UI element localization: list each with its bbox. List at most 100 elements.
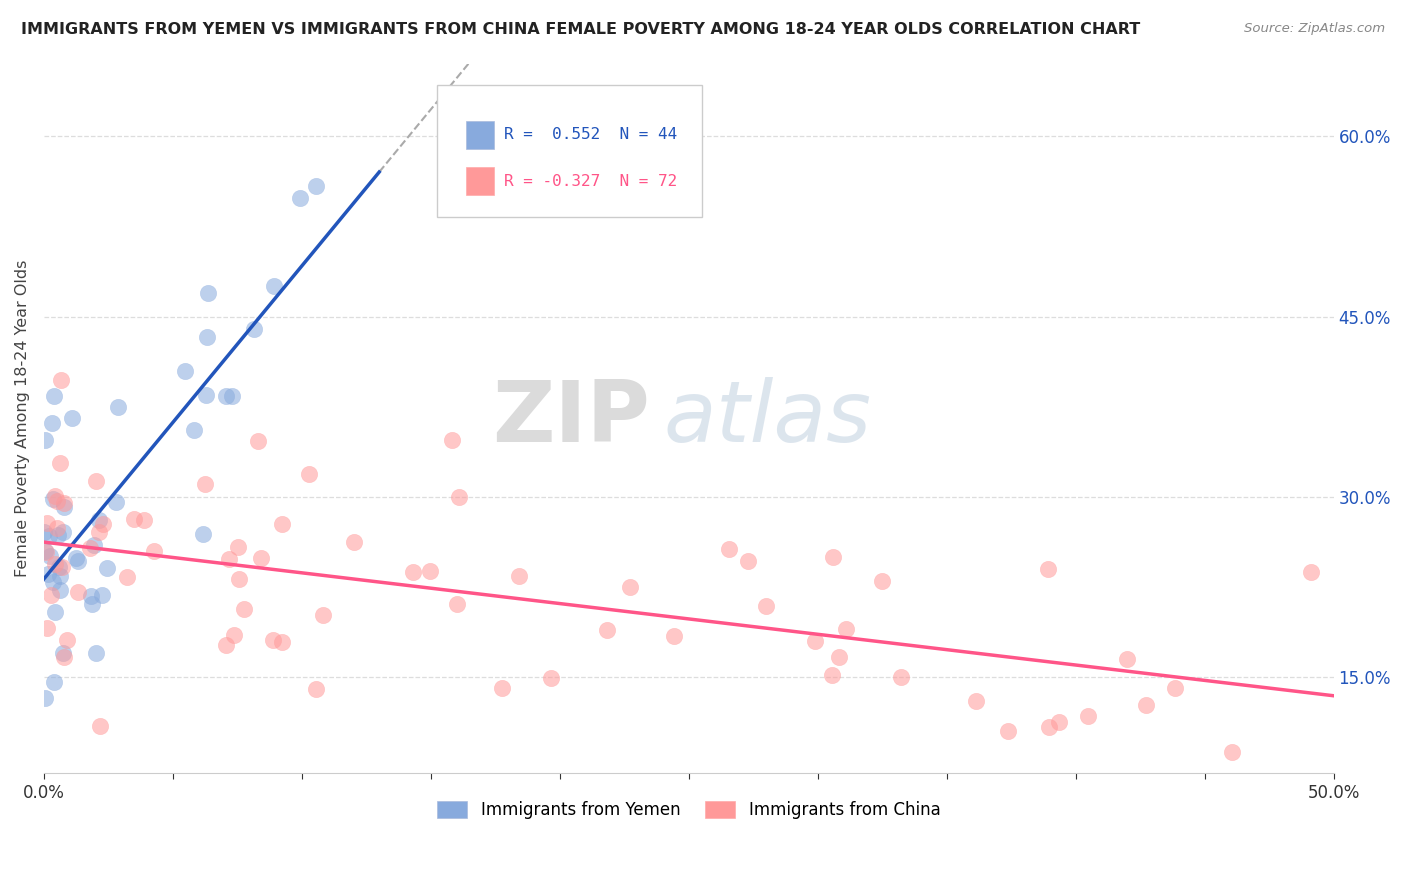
Point: [44, 489, 66, 503]
Point: [34, 690, 56, 705]
Point: [193, 527, 215, 541]
Point: [224, 628, 246, 642]
Y-axis label: Female Poverty Among 18-24 Year Olds: Female Poverty Among 18-24 Year Olds: [15, 260, 30, 577]
Text: Source: ZipAtlas.com: Source: ZipAtlas.com: [1244, 22, 1385, 36]
Point: [52, 649, 75, 664]
Point: [270, 516, 292, 531]
Text: R =  0.552  N = 44: R = 0.552 N = 44: [505, 128, 678, 143]
Point: [446, 597, 468, 611]
Point: [288, 191, 311, 205]
Point: [37, 567, 59, 582]
Point: [84, 647, 107, 661]
Point: [195, 388, 218, 402]
Point: [803, 634, 825, 648]
Point: [42, 492, 65, 507]
Point: [870, 574, 893, 589]
Point: [271, 635, 294, 649]
Point: [52, 524, 75, 539]
Point: [107, 400, 129, 414]
Point: [662, 629, 685, 643]
Point: [312, 608, 335, 623]
Point: [232, 601, 254, 615]
Point: [228, 572, 250, 586]
Text: IMMIGRANTS FROM YEMEN VS IMMIGRANTS FROM CHINA FEMALE POVERTY AMONG 18-24 YEAR O: IMMIGRANTS FROM YEMEN VS IMMIGRANTS FROM…: [21, 22, 1140, 37]
Point: [84, 474, 107, 488]
Point: [46, 528, 69, 542]
Point: [174, 364, 197, 378]
Point: [44, 557, 66, 571]
Point: [87, 524, 110, 539]
Point: [1222, 745, 1244, 759]
Point: [619, 580, 641, 594]
Point: [221, 389, 243, 403]
Point: [96, 561, 118, 575]
Point: [997, 724, 1019, 739]
Point: [1299, 566, 1322, 580]
Point: [34, 525, 56, 540]
Point: [965, 693, 987, 707]
Point: [34, 543, 56, 558]
Point: [82, 598, 104, 612]
Point: [53, 500, 76, 515]
Point: [1116, 651, 1139, 665]
Legend: Immigrants from Yemen, Immigrants from China: Immigrants from Yemen, Immigrants from C…: [430, 794, 948, 825]
Point: [1135, 698, 1157, 712]
Point: [49, 582, 72, 597]
Point: [42, 574, 65, 589]
Point: [197, 285, 219, 300]
Point: [49, 569, 72, 583]
Point: [402, 565, 425, 579]
Point: [48, 559, 70, 574]
Point: [447, 490, 470, 504]
Text: atlas: atlas: [664, 377, 870, 460]
Point: [1038, 720, 1060, 734]
Point: [56, 633, 79, 648]
Point: [51, 560, 73, 574]
Point: [46, 521, 69, 535]
Point: [122, 511, 145, 525]
Point: [143, 544, 166, 558]
Point: [298, 467, 321, 481]
Point: [755, 599, 778, 613]
Point: [80, 590, 103, 604]
Point: [304, 682, 326, 697]
Point: [262, 632, 284, 647]
Point: [66, 554, 89, 568]
Point: [105, 495, 128, 509]
Point: [60, 410, 83, 425]
Point: [247, 434, 270, 448]
Text: R = -0.327  N = 72: R = -0.327 N = 72: [505, 174, 678, 188]
Point: [34, 433, 56, 447]
Point: [218, 552, 240, 566]
Point: [263, 279, 285, 293]
Point: [91, 516, 114, 531]
Text: ZIP: ZIP: [492, 377, 650, 460]
Point: [35, 545, 58, 559]
Point: [39, 588, 62, 602]
Point: [596, 623, 619, 637]
Point: [823, 550, 845, 565]
Point: [491, 681, 513, 695]
Point: [45, 494, 67, 508]
Point: [828, 650, 851, 665]
Point: [1047, 714, 1070, 729]
Point: [38, 529, 60, 543]
Point: [215, 389, 238, 403]
Point: [215, 638, 238, 652]
Point: [305, 179, 328, 194]
Point: [890, 671, 912, 685]
Point: [737, 554, 759, 568]
Point: [44, 674, 66, 689]
Point: [41, 416, 63, 430]
Point: [1038, 562, 1060, 576]
Point: [89, 719, 111, 733]
Point: [52, 496, 75, 510]
Point: [79, 541, 101, 555]
Point: [1163, 681, 1185, 696]
Point: [717, 541, 740, 556]
Point: [35, 621, 58, 635]
Point: [67, 585, 90, 599]
Point: [44, 605, 66, 619]
Point: [44, 389, 66, 403]
Bar: [465, 120, 494, 149]
